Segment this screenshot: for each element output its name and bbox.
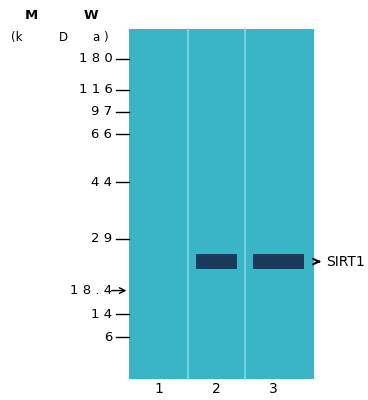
Text: 1 1 6: 1 1 6 (78, 83, 112, 96)
Text: 4 4: 4 4 (91, 176, 112, 189)
Bar (253, 254, 304, 269)
Text: 2: 2 (212, 382, 220, 396)
Text: (k: (k (11, 32, 23, 44)
Text: 9 7: 9 7 (91, 105, 112, 118)
Text: D: D (59, 32, 68, 44)
Text: a ): a ) (93, 32, 109, 44)
Text: 1 4: 1 4 (91, 308, 112, 320)
Text: 2 9: 2 9 (91, 232, 112, 246)
Text: 1 8 0: 1 8 0 (79, 52, 112, 66)
Text: 6: 6 (104, 330, 112, 344)
Text: 3: 3 (269, 382, 277, 396)
Text: 6 6: 6 6 (91, 128, 112, 140)
Bar (196, 254, 237, 269)
Text: 1: 1 (155, 382, 163, 396)
Bar (129, 29, 314, 379)
Text: M: M (25, 9, 38, 22)
Text: W: W (83, 9, 98, 22)
Text: SIRT1: SIRT1 (326, 254, 365, 268)
Text: 1 8 . 4: 1 8 . 4 (70, 284, 112, 297)
